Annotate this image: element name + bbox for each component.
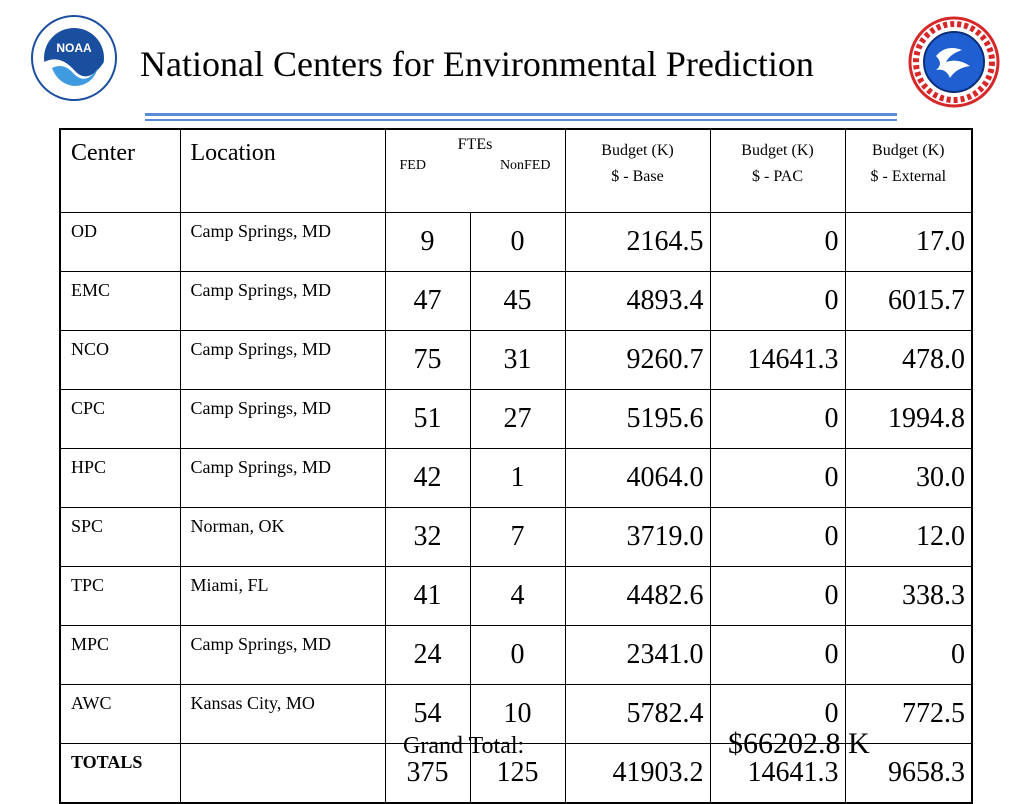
fed-cell: 24 [384,625,471,685]
location-cell: Norman, OK [179,507,386,567]
pac-cell: 0 [709,271,846,331]
external-cell: 17.0 [844,212,973,272]
title-rule-top [145,113,897,116]
header-nonfed: NonFED [499,158,551,173]
header-budget-pac-line2: $ - PAC [752,168,803,185]
table-row: HPC Camp Springs, MD 42 1 4064.0 0 30.0 [59,448,973,508]
table-row: AWC Kansas City, MO 54 10 5782.4 0 772.5 [59,684,973,744]
location-cell: Miami, FL [179,566,386,626]
header-budget-base-line2: $ - Base [611,168,664,185]
base-cell: 4482.6 [564,566,711,626]
title-rule-bottom [145,119,897,121]
fed-cell: 42 [384,448,471,508]
fed-cell: 9 [384,212,471,272]
fed-cell: 32 [384,507,471,567]
center-cell: AWC [59,684,181,744]
header-budget-external: Budget (K) $ - External [844,128,973,213]
table-row: OD Camp Springs, MD 9 0 2164.5 0 17.0 [59,212,973,272]
noaa-logo: NOAA [31,15,117,101]
table-row: NCO Camp Springs, MD 75 31 9260.7 14641.… [59,330,973,390]
center-cell: NCO [59,330,181,390]
header-ftes-label: FTEs [457,136,493,153]
table-header-row: Center Location FTEs FED NonFED Budget (… [59,128,973,213]
location-cell: Camp Springs, MD [179,330,386,390]
table-row: CPC Camp Springs, MD 51 27 5195.6 0 1994… [59,389,973,449]
header-budget-base-line1: Budget (K) [601,142,674,159]
budget-table: Center Location FTEs FED NonFED Budget (… [59,128,973,804]
base-cell: 5782.4 [564,684,711,744]
totals-location-cell [179,743,386,804]
nonfed-cell: 10 [469,684,566,744]
pac-cell: 14641.3 [709,330,846,390]
nonfed-cell: 27 [469,389,566,449]
external-cell: 478.0 [844,330,973,390]
center-cell: HPC [59,448,181,508]
pac-cell: 0 [709,507,846,567]
nonfed-cell: 7 [469,507,566,567]
external-cell: 6015.7 [844,271,973,331]
noaa-logo-text: NOAA [56,41,92,55]
table-row: TPC Miami, FL 41 4 4482.6 0 338.3 [59,566,973,626]
grand-total-value: $66202.8 K [728,727,870,760]
nonfed-cell: 4 [469,566,566,626]
header-budget-base: Budget (K) $ - Base [564,128,711,213]
fed-cell: 47 [384,271,471,331]
external-cell: 338.3 [844,566,973,626]
header-ftes: FTEs FED NonFED [384,128,566,213]
totals-label: TOTALS [59,743,181,804]
pac-cell: 0 [709,389,846,449]
base-cell: 3719.0 [564,507,711,567]
location-cell: Camp Springs, MD [179,271,386,331]
location-cell: Camp Springs, MD [179,448,386,508]
national-weather-service-logo [908,16,1000,108]
header-fed: FED [399,158,426,173]
pac-cell: 0 [709,212,846,272]
pac-cell: 0 [709,625,846,685]
external-cell: 30.0 [844,448,973,508]
base-cell: 4893.4 [564,271,711,331]
pac-cell: 0 [709,684,846,744]
nonfed-cell: 45 [469,271,566,331]
table-row: SPC Norman, OK 32 7 3719.0 0 12.0 [59,507,973,567]
center-cell: TPC [59,566,181,626]
table-row: EMC Camp Springs, MD 47 45 4893.4 0 6015… [59,271,973,331]
header-budget-pac-line1: Budget (K) [741,142,814,159]
location-cell: Camp Springs, MD [179,389,386,449]
table-row: MPC Camp Springs, MD 24 0 2341.0 0 0 [59,625,973,685]
external-cell: 0 [844,625,973,685]
base-cell: 9260.7 [564,330,711,390]
grand-total-label: Grand Total: [403,733,525,759]
nonfed-cell: 1 [469,448,566,508]
center-cell: CPC [59,389,181,449]
base-cell: 2164.5 [564,212,711,272]
nonfed-cell: 0 [469,625,566,685]
external-cell: 1994.8 [844,389,973,449]
center-cell: MPC [59,625,181,685]
totals-base-cell: 41903.2 [564,743,711,804]
location-cell: Camp Springs, MD [179,625,386,685]
location-cell: Kansas City, MO [179,684,386,744]
header-location: Location [179,128,386,213]
location-cell: Camp Springs, MD [179,212,386,272]
header-budget-external-line2: $ - External [870,168,947,185]
header-budget-external-line1: Budget (K) [872,142,945,159]
pac-cell: 0 [709,566,846,626]
pac-cell: 0 [709,448,846,508]
external-cell: 12.0 [844,507,973,567]
base-cell: 2341.0 [564,625,711,685]
fed-cell: 51 [384,389,471,449]
base-cell: 4064.0 [564,448,711,508]
fed-cell: 75 [384,330,471,390]
base-cell: 5195.6 [564,389,711,449]
nonfed-cell: 0 [469,212,566,272]
fed-cell: 41 [384,566,471,626]
center-cell: EMC [59,271,181,331]
center-cell: SPC [59,507,181,567]
nonfed-cell: 31 [469,330,566,390]
center-cell: OD [59,212,181,272]
header-budget-pac: Budget (K) $ - PAC [709,128,846,213]
external-cell: 772.5 [844,684,973,744]
page-title: National Centers for Environmental Predi… [140,44,814,84]
header-center: Center [59,128,181,213]
